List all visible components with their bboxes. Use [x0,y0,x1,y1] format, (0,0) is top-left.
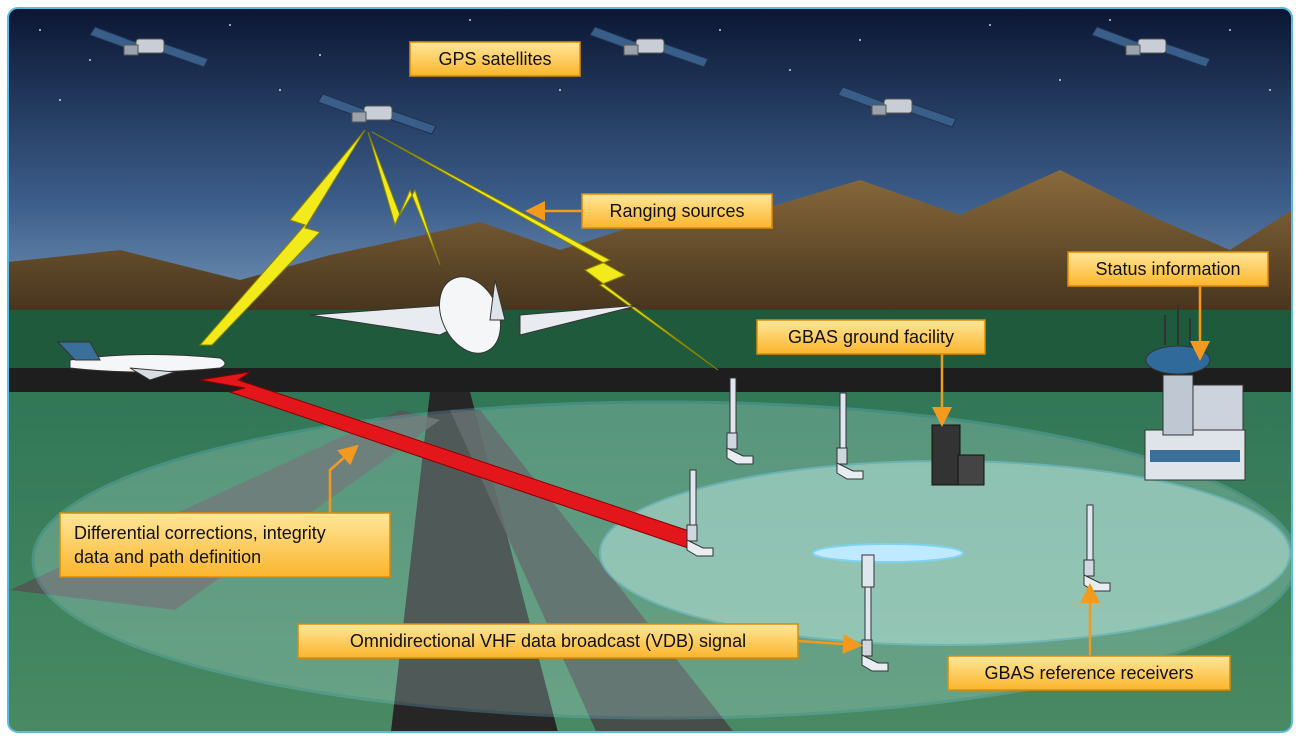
label: GBAS reference receivers [984,663,1193,683]
label: data and path definition [74,547,261,567]
callout-differential: Differential corrections, integrity data… [60,513,390,577]
callout-ranging: Ranging sources [582,194,772,228]
label: Status information [1095,259,1240,279]
callout-reference-receivers: GBAS reference receivers [948,656,1230,690]
label: GBAS ground facility [788,327,954,347]
label: GPS satellites [438,49,551,69]
callout-ground-facility: GBAS ground facility [757,320,985,354]
label: Omnidirectional VHF data broadcast (VDB)… [350,631,746,651]
callout-vdb: Omnidirectional VHF data broadcast (VDB)… [298,624,798,658]
callout-status: Status information [1068,252,1268,286]
label: Differential corrections, integrity [74,523,326,543]
gbas-diagram: GPS satellites Ranging sources Status in… [0,0,1300,740]
label: Ranging sources [609,201,744,221]
callout-gps: GPS satellites [410,42,580,76]
